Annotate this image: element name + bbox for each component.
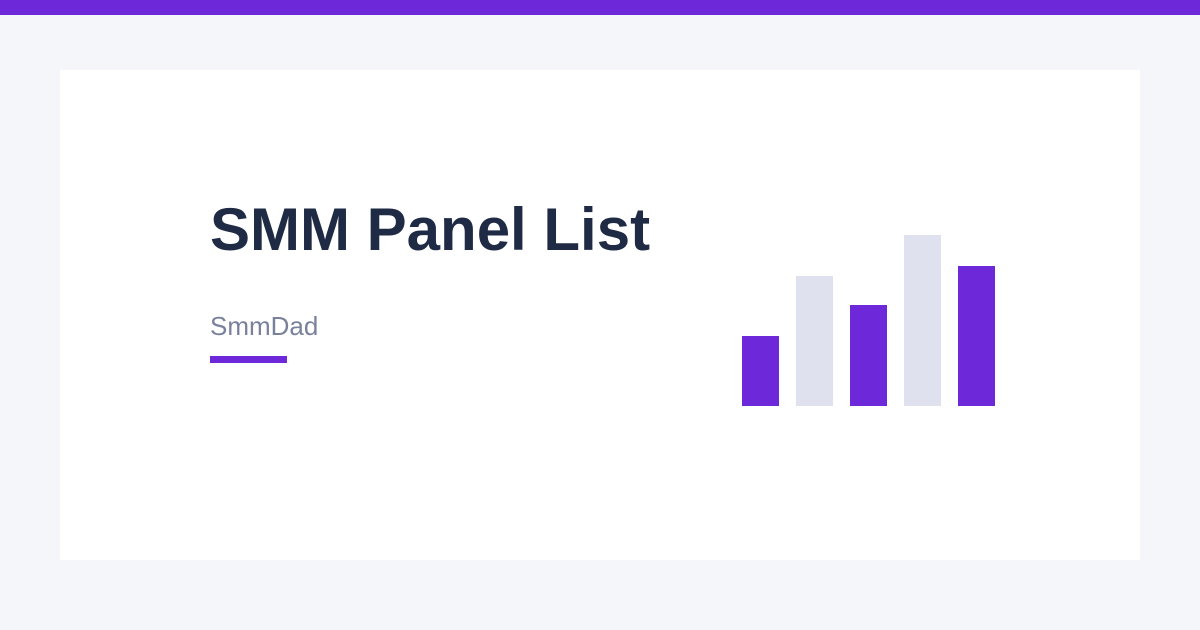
accent-underline: [210, 356, 287, 363]
bar-graphic: [740, 230, 1000, 410]
decorative-bar: [796, 276, 833, 406]
decorative-bar: [904, 235, 941, 406]
decorative-bar: [742, 336, 779, 406]
decorative-bar: [958, 266, 995, 406]
top-accent-bar: [0, 0, 1200, 15]
content-card: SMM Panel List SmmDad: [60, 70, 1140, 560]
decorative-bar: [850, 305, 887, 406]
page-title: SMM Panel List: [210, 196, 651, 263]
site-name: SmmDad: [210, 311, 319, 341]
